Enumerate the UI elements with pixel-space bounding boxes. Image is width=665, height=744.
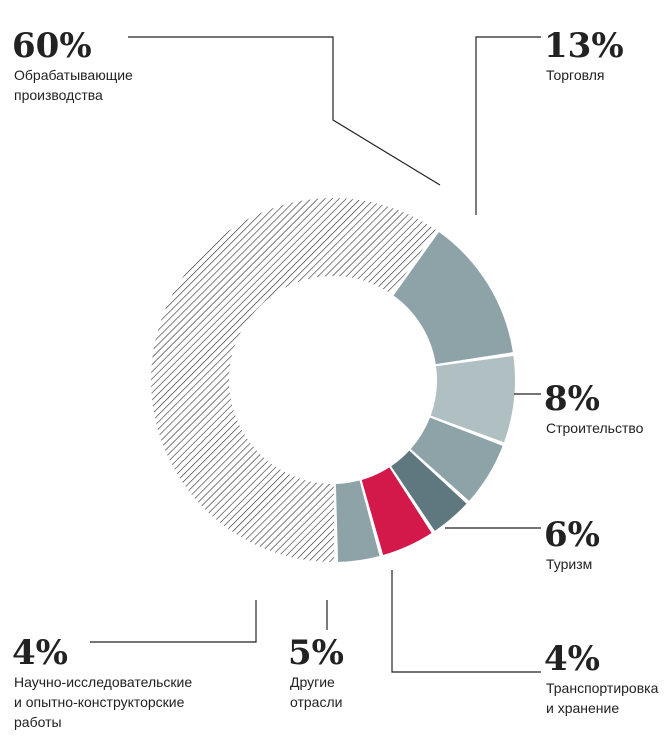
slice-category-label: Транспортировка <box>546 680 659 696</box>
slice-category-label: и опытно-конструкторские <box>14 694 185 710</box>
slice-percent-label: 13% <box>544 26 624 66</box>
donut-slice <box>430 355 516 443</box>
donut-slice <box>393 232 513 365</box>
slice-percent-label: 8% <box>544 379 600 419</box>
slice-category-label: производства <box>14 87 103 103</box>
donut-slice <box>361 467 432 555</box>
donut-slice <box>335 480 380 562</box>
leader-line <box>475 36 541 215</box>
slice-percent-label: 5% <box>288 633 344 673</box>
donut-slice <box>150 198 436 563</box>
slice-category-label: Обрабатывающие <box>14 67 133 83</box>
donut-slice <box>410 417 503 501</box>
slice-category-label: и хранение <box>546 700 619 716</box>
leader-line <box>128 36 441 186</box>
slice-percent-label: 4% <box>544 639 600 679</box>
slice-category-label: отрасли <box>290 694 342 710</box>
leader-line <box>391 570 541 673</box>
slice-percent-label: 6% <box>544 515 600 555</box>
slice-percent-label: 60% <box>12 26 92 66</box>
slice-category-label: работы <box>14 714 62 730</box>
donut-slice <box>391 450 467 531</box>
slice-percent-label: 4% <box>12 633 68 673</box>
leader-lines-group <box>90 36 541 673</box>
slices-group <box>150 198 516 563</box>
slice-category-label: Торговля <box>546 67 604 83</box>
slice-category-label: Научно-исследовательские <box>14 674 192 690</box>
leader-line <box>90 600 257 643</box>
slice-category-label: Туризм <box>546 556 592 572</box>
slice-category-label: Другие <box>290 674 335 690</box>
labels-group: 60%Обрабатывающие производства 13%Торговля… <box>12 26 659 730</box>
slice-category-label: Строительство <box>546 420 644 436</box>
